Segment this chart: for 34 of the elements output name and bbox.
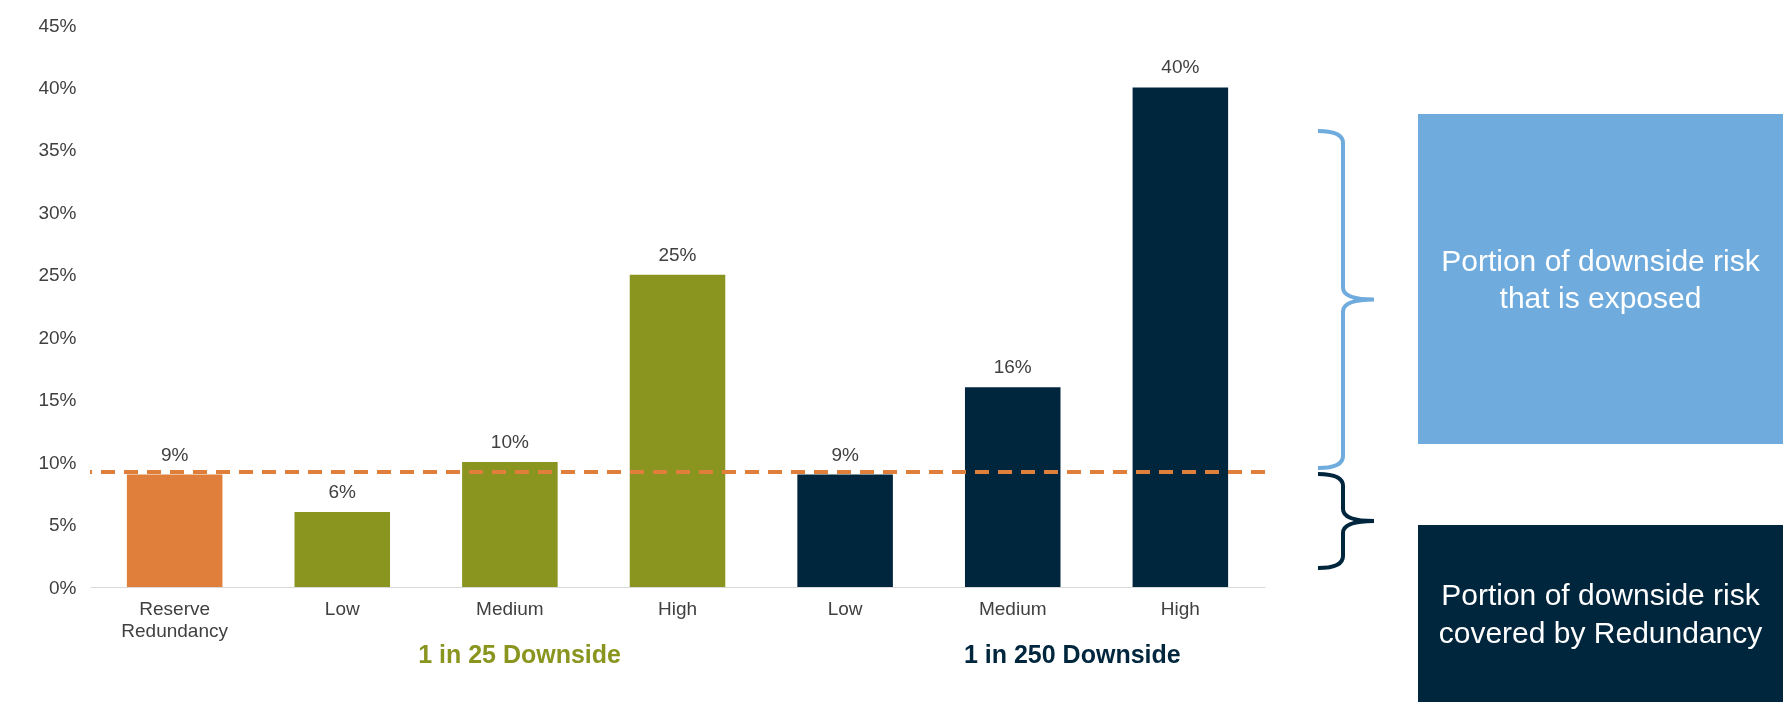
x-tick-label: Medium bbox=[978, 597, 1047, 619]
y-tick-label: 45% bbox=[38, 14, 77, 36]
x-tick-label: Reserve Redundancy bbox=[121, 597, 229, 641]
x-tick-label: High bbox=[657, 597, 698, 619]
x-tick-label: Medium bbox=[476, 597, 544, 619]
y-tick-label: 25% bbox=[38, 264, 77, 286]
y-tick-label: 35% bbox=[38, 139, 77, 161]
bar bbox=[294, 512, 391, 587]
x-tick-label: Low bbox=[324, 597, 360, 619]
y-tick-label: 20% bbox=[38, 326, 77, 348]
data-label: 40% bbox=[1161, 56, 1200, 78]
x-tick-label: High bbox=[1160, 597, 1200, 619]
y-tick-label: 10% bbox=[38, 451, 77, 473]
data-label: 9% bbox=[831, 443, 859, 465]
text: Portion of downside risk that is exposed bbox=[1418, 114, 1783, 444]
data-label: 25% bbox=[658, 243, 697, 265]
data-label: 10% bbox=[490, 431, 529, 453]
y-tick-label: 0% bbox=[49, 576, 77, 598]
bar bbox=[462, 462, 558, 587]
y-tick-label: 15% bbox=[38, 389, 77, 411]
text: 1 in 25 Downside bbox=[418, 640, 621, 669]
bar bbox=[629, 274, 726, 587]
y-tick-label: 30% bbox=[38, 201, 77, 223]
data-label: 16% bbox=[993, 356, 1032, 378]
x-tick-label: Low bbox=[827, 597, 863, 619]
y-tick-label: 40% bbox=[38, 76, 77, 98]
data-label: 9% bbox=[160, 443, 189, 465]
data-label: 6% bbox=[328, 481, 357, 503]
bar bbox=[1132, 87, 1229, 587]
bar bbox=[797, 474, 893, 587]
text: 1 in 250 Downside bbox=[963, 640, 1181, 669]
bar bbox=[964, 387, 1061, 587]
y-tick-label: 5% bbox=[49, 514, 77, 536]
text: Portion of downside risk covered by Redundancy bbox=[1418, 525, 1783, 702]
